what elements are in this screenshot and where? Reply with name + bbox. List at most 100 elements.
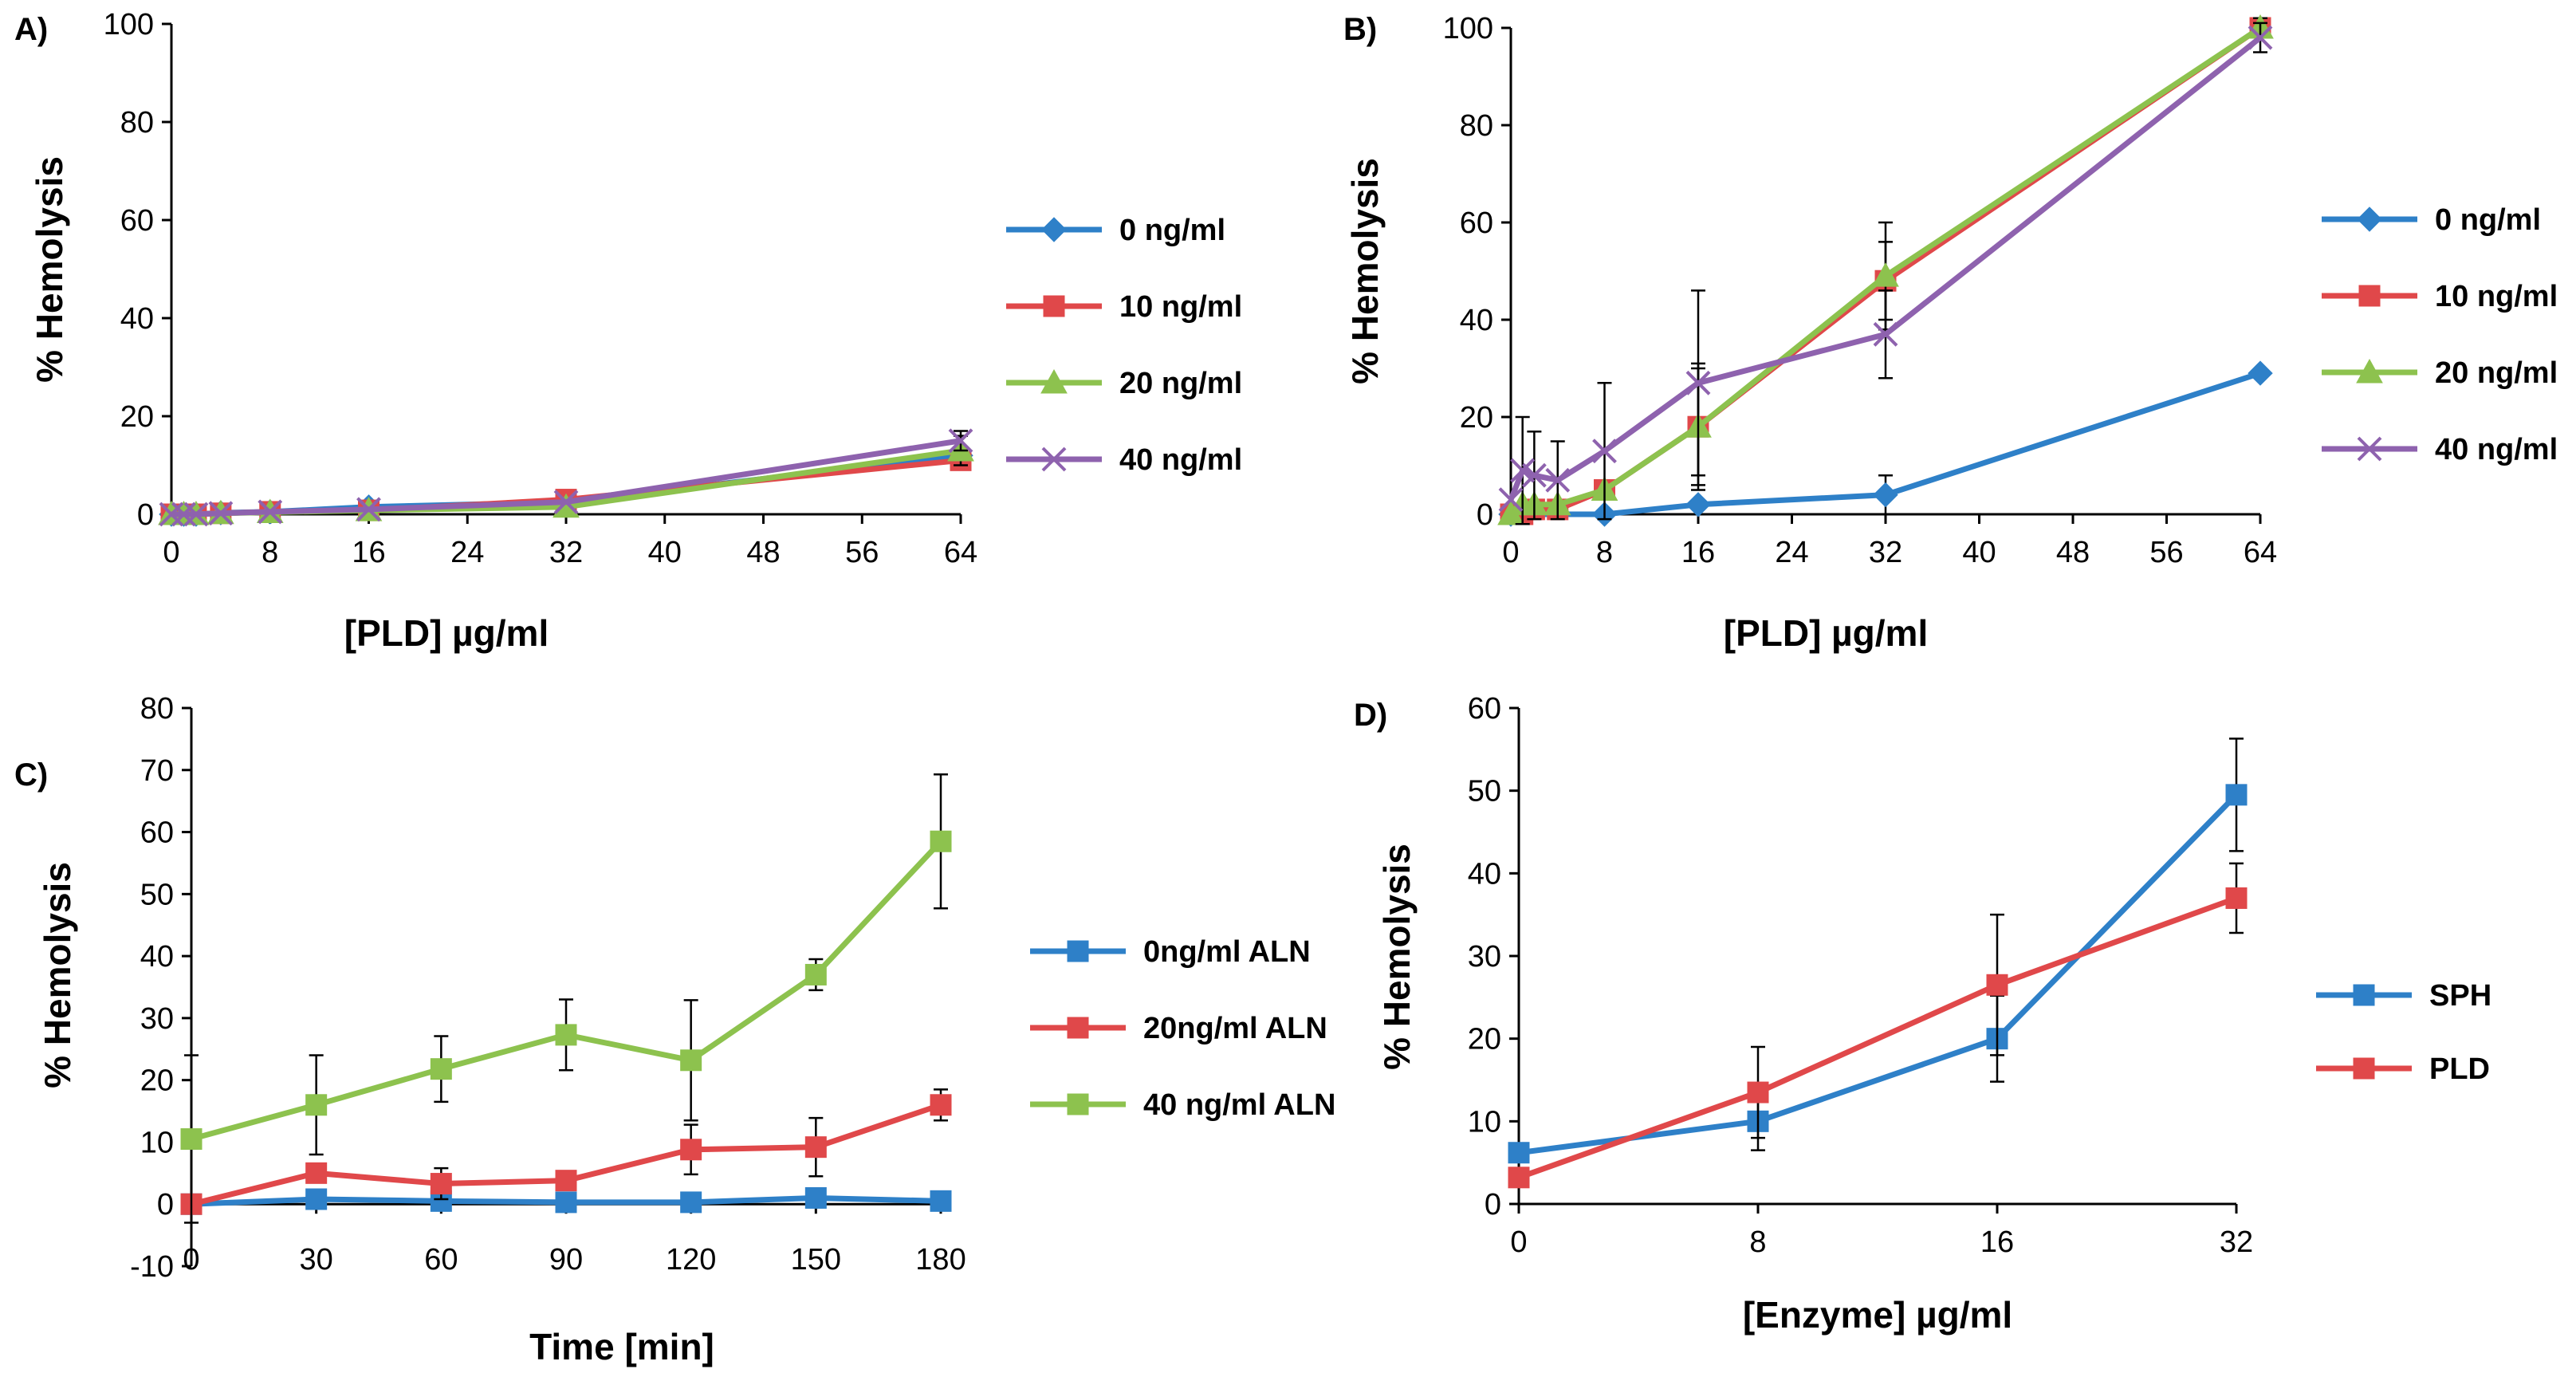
data-point [680, 1139, 702, 1161]
data-point [804, 1186, 827, 1209]
x-tick-label: 64 [944, 536, 977, 569]
legend-entry: 10 ng/ml [2322, 280, 2558, 313]
data-point [208, 501, 234, 526]
y-tick-label: 0 [137, 498, 154, 532]
legend-entry: SPH [2316, 979, 2491, 1013]
data-point [1592, 439, 1617, 464]
legend-marker [1067, 940, 1089, 962]
y-tick-label: 20 [120, 400, 154, 434]
x-tick-label: 8 [1749, 1225, 1766, 1259]
legend-label: PLD [2429, 1052, 2490, 1086]
data-point [680, 1191, 702, 1214]
data-point [2248, 25, 2273, 50]
data-point [1986, 974, 2008, 996]
legend-entry: 40 ng/ml ALN [1030, 1088, 1335, 1122]
x-tick-label: 180 [915, 1243, 966, 1277]
panel-a: A) 0 20 40 60 80 100 0 8 16 24 32 40 48 56 64 [PLD] µg/m… [14, 8, 1242, 654]
data-point [930, 830, 952, 852]
legend-label: 0 ng/ml [1119, 214, 1225, 247]
legend-label: 40 ng/ml [1119, 443, 1242, 477]
legend-marker [2357, 207, 2382, 232]
x-axis-title: [PLD] µg/ml [1724, 612, 1928, 654]
data-point [171, 502, 196, 527]
y-tick-label: 50 [140, 878, 174, 911]
legend-marker [2358, 285, 2381, 307]
y-tick-label: 80 [140, 692, 174, 726]
x-tick-label: 0 [1502, 536, 1519, 569]
series-3 [159, 428, 973, 527]
y-tick-label: 20 [1468, 1023, 1501, 1056]
legend-marker [1043, 295, 1065, 317]
data-point [2248, 360, 2273, 386]
legend-entry: 0 ng/ml [1006, 214, 1225, 247]
legend-entry: 0ng/ml ALN [1030, 935, 1311, 969]
legend-entry: 20ng/ml ALN [1030, 1012, 1327, 1045]
x-tick-label: 0 [183, 1243, 199, 1277]
legend-label: 40 ng/ml ALN [1143, 1088, 1335, 1122]
x-tick-label: 64 [2244, 536, 2277, 569]
legend-label: 0ng/ml ALN [1143, 935, 1311, 969]
x-axis-title: [PLD] µg/ml [344, 612, 549, 654]
x-tick-label: 56 [845, 536, 879, 569]
legend-label: 10 ng/ml [1119, 290, 1242, 324]
y-tick-label: 0 [1485, 1188, 1501, 1222]
x-tick-label: 8 [1596, 536, 1613, 569]
panel-d: D) 0 10 20 30 40 50 60 0 8 16 32 [Enzyme] µg/ml % Hem… [1354, 692, 2491, 1336]
data-point [930, 1094, 952, 1116]
x-tick-label: 24 [450, 536, 484, 569]
y-tick-label: 80 [1460, 109, 1493, 143]
legend-label: 40 ng/ml [2435, 433, 2558, 466]
y-tick-label: 30 [1468, 940, 1501, 974]
legend-marker [2357, 436, 2382, 462]
data-point [553, 490, 579, 515]
legend-label: SPH [2429, 979, 2491, 1013]
x-tick-label: 24 [1775, 536, 1808, 569]
legend-marker [1041, 217, 1067, 242]
x-tick-label: 30 [300, 1243, 333, 1277]
legend-entry: 20 ng/ml [2322, 356, 2558, 390]
data-point [305, 1094, 328, 1116]
data-point [2225, 887, 2248, 909]
y-tick-label: 60 [1460, 207, 1493, 240]
series-2 [1497, 14, 2274, 525]
x-tick-label: 16 [1681, 536, 1715, 569]
x-tick-label: 0 [1510, 1225, 1527, 1259]
data-point [553, 493, 580, 518]
x-axis-title: [Enzyme] µg/ml [1743, 1294, 2012, 1336]
x-axis-title: Time [min] [529, 1326, 714, 1367]
data-point [1545, 467, 1571, 493]
x-tick-label: 40 [648, 536, 682, 569]
legend-entry: 40 ng/ml [1006, 443, 1242, 477]
data-point [1873, 321, 1898, 347]
x-tick-label: 16 [1980, 1225, 2014, 1259]
y-tick-label: 100 [104, 8, 154, 41]
x-tick-label: 32 [2220, 1225, 2253, 1259]
y-axis-title: % Hemolysis [29, 156, 70, 383]
data-point [555, 1024, 577, 1046]
series-0 [180, 1186, 952, 1215]
data-point [948, 428, 973, 454]
data-point [430, 1058, 452, 1080]
y-tick-label: -10 [130, 1250, 174, 1284]
x-tick-label: 56 [2149, 536, 2183, 569]
y-tick-label: 10 [1468, 1105, 1501, 1139]
data-point [2225, 784, 2248, 806]
data-point [555, 1191, 577, 1214]
y-tick-label: 30 [140, 1002, 174, 1036]
y-axis-title: % Hemolysis [37, 862, 78, 1088]
legend-entry: 20 ng/ml [1006, 367, 1242, 400]
data-point [1508, 1166, 1530, 1189]
data-point [555, 1170, 577, 1192]
legend-label: 20ng/ml ALN [1143, 1012, 1327, 1045]
data-point [356, 497, 381, 522]
data-point [930, 1190, 952, 1212]
y-tick-label: 20 [1460, 401, 1493, 435]
legend-label: 10 ng/ml [2435, 280, 2558, 313]
legend-marker [1067, 1017, 1089, 1039]
x-tick-label: 48 [2056, 536, 2090, 569]
y-tick-label: 40 [120, 302, 154, 336]
data-point [180, 1128, 203, 1151]
legend-entry: 0 ng/ml [2322, 203, 2541, 237]
data-point [1747, 1081, 1769, 1104]
legend-entry: 40 ng/ml [2322, 433, 2558, 466]
